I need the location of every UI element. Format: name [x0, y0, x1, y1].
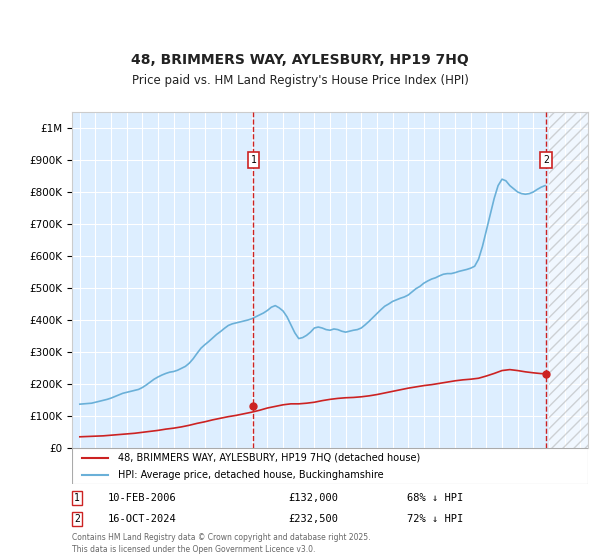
- Bar: [549, 112, 588, 448]
- Text: £132,000: £132,000: [289, 493, 339, 503]
- Text: Price paid vs. HM Land Registry's House Price Index (HPI): Price paid vs. HM Land Registry's House …: [131, 74, 469, 87]
- Text: 2: 2: [74, 514, 80, 524]
- Text: 48, BRIMMERS WAY, AYLESBURY, HP19 7HQ (detached house): 48, BRIMMERS WAY, AYLESBURY, HP19 7HQ (d…: [118, 453, 421, 463]
- Text: £232,500: £232,500: [289, 514, 339, 524]
- Text: 10-FEB-2006: 10-FEB-2006: [108, 493, 177, 503]
- Text: 48, BRIMMERS WAY, AYLESBURY, HP19 7HQ: 48, BRIMMERS WAY, AYLESBURY, HP19 7HQ: [131, 53, 469, 67]
- Text: 1: 1: [74, 493, 80, 503]
- Text: 1: 1: [250, 155, 256, 165]
- Text: 72% ↓ HPI: 72% ↓ HPI: [407, 514, 464, 524]
- Bar: [549, 112, 588, 448]
- Text: 16-OCT-2024: 16-OCT-2024: [108, 514, 177, 524]
- Text: 2: 2: [543, 155, 549, 165]
- Text: This data is licensed under the Open Government Licence v3.0.: This data is licensed under the Open Gov…: [72, 545, 316, 554]
- Text: Contains HM Land Registry data © Crown copyright and database right 2025.: Contains HM Land Registry data © Crown c…: [72, 533, 371, 542]
- Text: HPI: Average price, detached house, Buckinghamshire: HPI: Average price, detached house, Buck…: [118, 470, 384, 479]
- Text: 68% ↓ HPI: 68% ↓ HPI: [407, 493, 464, 503]
